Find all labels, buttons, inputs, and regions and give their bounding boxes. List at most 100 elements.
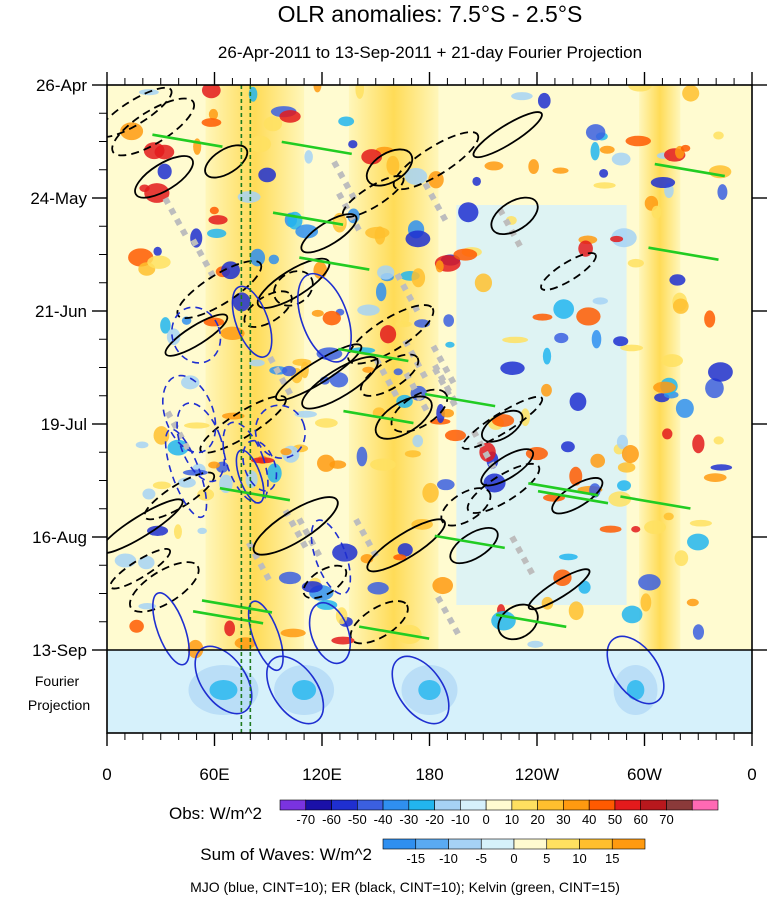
er-contour [481,409,524,443]
positive-anomaly [129,619,144,633]
kelvin-contour [192,610,264,625]
er-contour [107,86,173,138]
obs-colorbar-tick-label: 70 [659,812,673,827]
er-contour [349,600,409,645]
er-contour [134,155,194,199]
positive-anomaly [662,428,673,440]
positive-anomaly [474,273,493,293]
mjo-contour [310,519,352,595]
kelvin-contour [338,347,409,363]
positive-anomaly [593,182,616,189]
negative-anomaly [249,248,266,267]
positive-anomaly [143,142,165,160]
positive-anomaly [221,412,245,420]
positive-anomaly [144,183,170,203]
negative-anomaly [167,439,189,456]
er-contour [111,97,196,157]
positive-anomaly [400,307,410,326]
negative-anomaly [611,152,631,166]
negative-anomaly [357,304,380,316]
er-contour [275,343,363,402]
positive-anomaly [631,526,641,533]
positive-anomaly [713,131,724,140]
waves-colorbar-box [448,838,482,850]
positive-anomaly [610,235,624,243]
missing-data-streak [373,357,401,401]
mjo-contour [242,439,278,492]
mjo-contour [254,404,306,459]
negative-anomaly [705,378,724,399]
mjo-projection-contour [266,655,325,725]
obs-colorbar-tick-label: -70 [296,812,315,827]
positive-anomaly [713,436,724,445]
er-contour [527,568,591,611]
positive-anomaly [576,307,601,326]
kelvin-contour [528,482,599,497]
kelvin-contour [358,625,430,640]
waves-colorbar-box [546,838,580,850]
er-contour [466,462,541,514]
negative-anomaly [599,168,609,178]
negative-anomaly [591,329,602,349]
y-tick-label: 16-Aug [32,528,87,547]
missing-data-streak [353,518,381,561]
er-contour [540,252,597,291]
positive-anomaly [453,248,478,261]
er-contour [301,356,379,410]
negative-anomaly [585,124,606,141]
reference-lines [240,85,252,733]
positive-anomaly [279,110,301,123]
waves-colorbar-tick-label: -10 [439,851,458,866]
negative-anomaly [157,163,172,180]
positive-anomaly [672,298,689,314]
obs-colorbar-tick-label: 10 [505,812,519,827]
kelvin-contour [152,133,223,148]
positive-anomaly [621,445,639,464]
er-contour [243,290,293,328]
negative-anomaly [437,479,455,491]
kelvin-contour [424,392,496,408]
kelvin-contour [654,162,726,178]
obs-colorbar-tick-label: -20 [425,812,444,827]
waves-colorbar: -15 -10 -5 0 5 10 15 [382,838,646,866]
positive-anomaly [608,491,632,507]
missing-data-streak [509,535,537,579]
er-contour [109,547,171,590]
missing-data-streak [282,508,311,552]
negative-anomaly [472,176,481,186]
obs-colorbar-tick-label: 20 [530,812,544,827]
negative-anomaly [393,368,403,376]
negative-anomaly [294,410,317,418]
er-contour [359,353,420,397]
positive-anomaly [331,636,355,645]
positive-anomaly [370,458,396,471]
missing-data-streak [402,339,430,383]
er-contour [341,175,405,218]
negative-anomaly [404,167,428,185]
positive-anomaly [147,255,171,269]
missing-data-streak [162,196,190,240]
negative-anomaly [443,314,455,327]
mjo-projection-contour [606,635,665,705]
missing-data-streak [403,371,431,415]
missing-data-streak [267,355,295,399]
negative-anomaly [135,441,149,449]
positive-anomaly [201,118,222,127]
x-tick-label: 0 [102,765,111,784]
positive-anomaly [280,448,292,456]
negative-anomaly [348,140,358,149]
negative-anomaly [282,365,297,377]
positive-anomaly [128,248,154,267]
er-contour [366,518,446,573]
er-contour [390,388,449,433]
mjo-contour [164,428,208,519]
positive-anomaly [599,145,615,154]
positive-anomaly [153,426,170,445]
obs-colorbar-box [511,799,538,811]
positive-anomaly [532,313,553,321]
positive-anomaly [444,429,467,442]
er-contour [252,496,339,556]
positive-anomaly [313,85,322,93]
negative-anomaly [177,477,196,488]
waves-colorbar-box [611,838,646,850]
